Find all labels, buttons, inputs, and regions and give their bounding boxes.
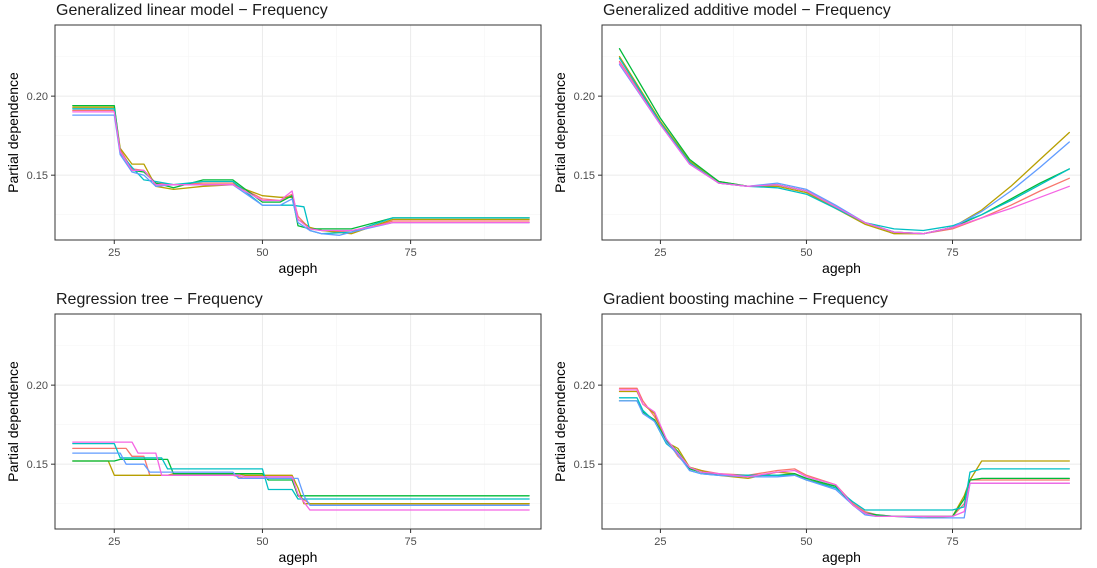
- y-tick-label: 0.20: [27, 380, 48, 392]
- y-tick-label: 0.15: [574, 459, 595, 471]
- x-tick-label: 50: [256, 536, 268, 548]
- y-tick-label: 0.20: [574, 91, 595, 103]
- chart-title: Regression tree − Frequency: [56, 291, 263, 308]
- y-tick-label: 0.15: [574, 170, 595, 182]
- x-axis-title: ageph: [822, 549, 861, 565]
- plot-frame: [54, 24, 542, 241]
- x-tick-label: 50: [800, 536, 812, 548]
- series-line-6: [618, 62, 1070, 235]
- series-line-3: [618, 400, 1070, 518]
- x-tick-label: 25: [108, 247, 120, 259]
- chart-panel-1: Generalized linear model − Frequency 25 50…: [5, 2, 542, 276]
- series-line-5: [72, 452, 530, 506]
- y-tick-label: 0.15: [27, 459, 48, 471]
- chart-panel-3: Regression tree − Frequency 25 50 75 0.15 0.2…: [5, 291, 542, 565]
- series-line-4: [72, 108, 530, 235]
- x-tick-label: 75: [946, 536, 958, 548]
- y-tick-label: 0.20: [574, 380, 595, 392]
- plot-background: [55, 314, 541, 529]
- x-tick-label: 50: [256, 247, 268, 259]
- plot-frame: [601, 24, 1082, 241]
- x-axis-title: ageph: [279, 549, 318, 565]
- y-tick-label: 0.15: [27, 170, 48, 182]
- chart-panel-2: Generalized additive model − Frequency 25…: [552, 2, 1082, 276]
- plot-frame: [54, 313, 542, 530]
- x-tick-label: 50: [800, 247, 812, 259]
- x-tick-label: 25: [108, 536, 120, 548]
- chart-panel-4: Gradient boosting machine − Frequency 25 5…: [552, 291, 1082, 565]
- chart-title: Gradient boosting machine − Frequency: [603, 291, 888, 308]
- series-line-3: [72, 458, 530, 497]
- series-line-6: [72, 111, 530, 232]
- x-axis-title: ageph: [822, 260, 861, 276]
- y-axis-title: Partial dependence: [552, 72, 568, 193]
- y-axis-title: Partial dependence: [552, 361, 568, 482]
- chart-title: Generalized additive model − Frequency: [603, 2, 891, 19]
- series-line-6: [72, 441, 530, 511]
- series-line-5: [618, 400, 1070, 519]
- x-tick-label: 25: [654, 247, 666, 259]
- plot-background: [602, 314, 1081, 529]
- y-axis-title: Partial dependence: [5, 361, 21, 482]
- plot-background: [602, 25, 1081, 240]
- x-tick-label: 75: [404, 536, 416, 548]
- chart-title: Generalized linear model − Frequency: [56, 2, 328, 19]
- series-line-5: [72, 114, 530, 236]
- x-tick-label: 75: [946, 247, 958, 259]
- plot-background: [55, 25, 541, 240]
- series-line-4: [618, 57, 1070, 232]
- y-axis-title: Partial dependence: [5, 72, 21, 193]
- plot-frame: [601, 313, 1082, 530]
- y-tick-label: 0.20: [27, 91, 48, 103]
- x-axis-title: ageph: [279, 260, 318, 276]
- series-line-6: [618, 389, 1070, 518]
- x-tick-label: 75: [404, 247, 416, 259]
- x-tick-label: 25: [654, 536, 666, 548]
